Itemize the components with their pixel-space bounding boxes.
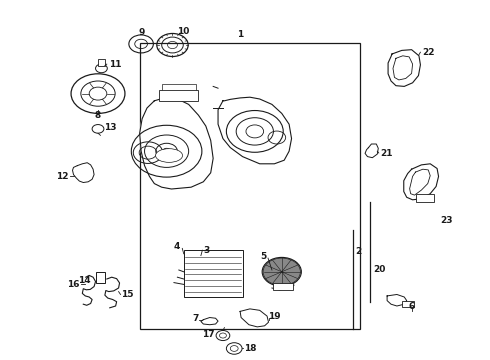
Text: 12: 12 <box>56 172 69 181</box>
Text: 8: 8 <box>95 111 101 120</box>
Text: 4: 4 <box>174 242 180 251</box>
Circle shape <box>263 258 300 285</box>
Bar <box>162 84 196 90</box>
Text: 7: 7 <box>192 314 198 323</box>
Text: 22: 22 <box>422 48 435 57</box>
Text: 3: 3 <box>203 246 210 255</box>
Text: 21: 21 <box>380 149 392 158</box>
Text: 23: 23 <box>440 216 453 225</box>
Polygon shape <box>73 163 94 183</box>
Text: 1: 1 <box>237 30 243 39</box>
Text: 2: 2 <box>356 248 362 256</box>
Polygon shape <box>240 309 269 327</box>
Bar <box>140 43 360 329</box>
Polygon shape <box>404 164 439 200</box>
Text: 14: 14 <box>78 276 91 285</box>
Polygon shape <box>140 99 213 189</box>
Text: 15: 15 <box>122 290 134 299</box>
Bar <box>98 59 105 66</box>
Bar <box>96 272 105 283</box>
Text: 20: 20 <box>373 266 386 274</box>
Bar <box>273 283 293 290</box>
Bar <box>159 90 198 101</box>
Text: 5: 5 <box>260 252 266 261</box>
Text: 13: 13 <box>104 123 117 132</box>
Polygon shape <box>365 144 378 158</box>
Text: 16: 16 <box>67 280 79 289</box>
Ellipse shape <box>156 149 182 162</box>
Text: 6: 6 <box>409 302 415 311</box>
Bar <box>402 301 414 307</box>
Text: 11: 11 <box>109 60 122 69</box>
Polygon shape <box>387 294 407 306</box>
Bar <box>416 194 434 202</box>
Circle shape <box>163 148 171 154</box>
Text: 17: 17 <box>202 330 215 339</box>
Polygon shape <box>218 97 292 164</box>
Polygon shape <box>388 50 420 86</box>
Polygon shape <box>201 318 218 325</box>
Text: 19: 19 <box>269 312 281 321</box>
Text: 10: 10 <box>177 27 190 36</box>
Bar <box>184 250 243 297</box>
Text: 18: 18 <box>244 344 257 353</box>
Circle shape <box>262 257 301 286</box>
Text: 9: 9 <box>139 28 146 37</box>
